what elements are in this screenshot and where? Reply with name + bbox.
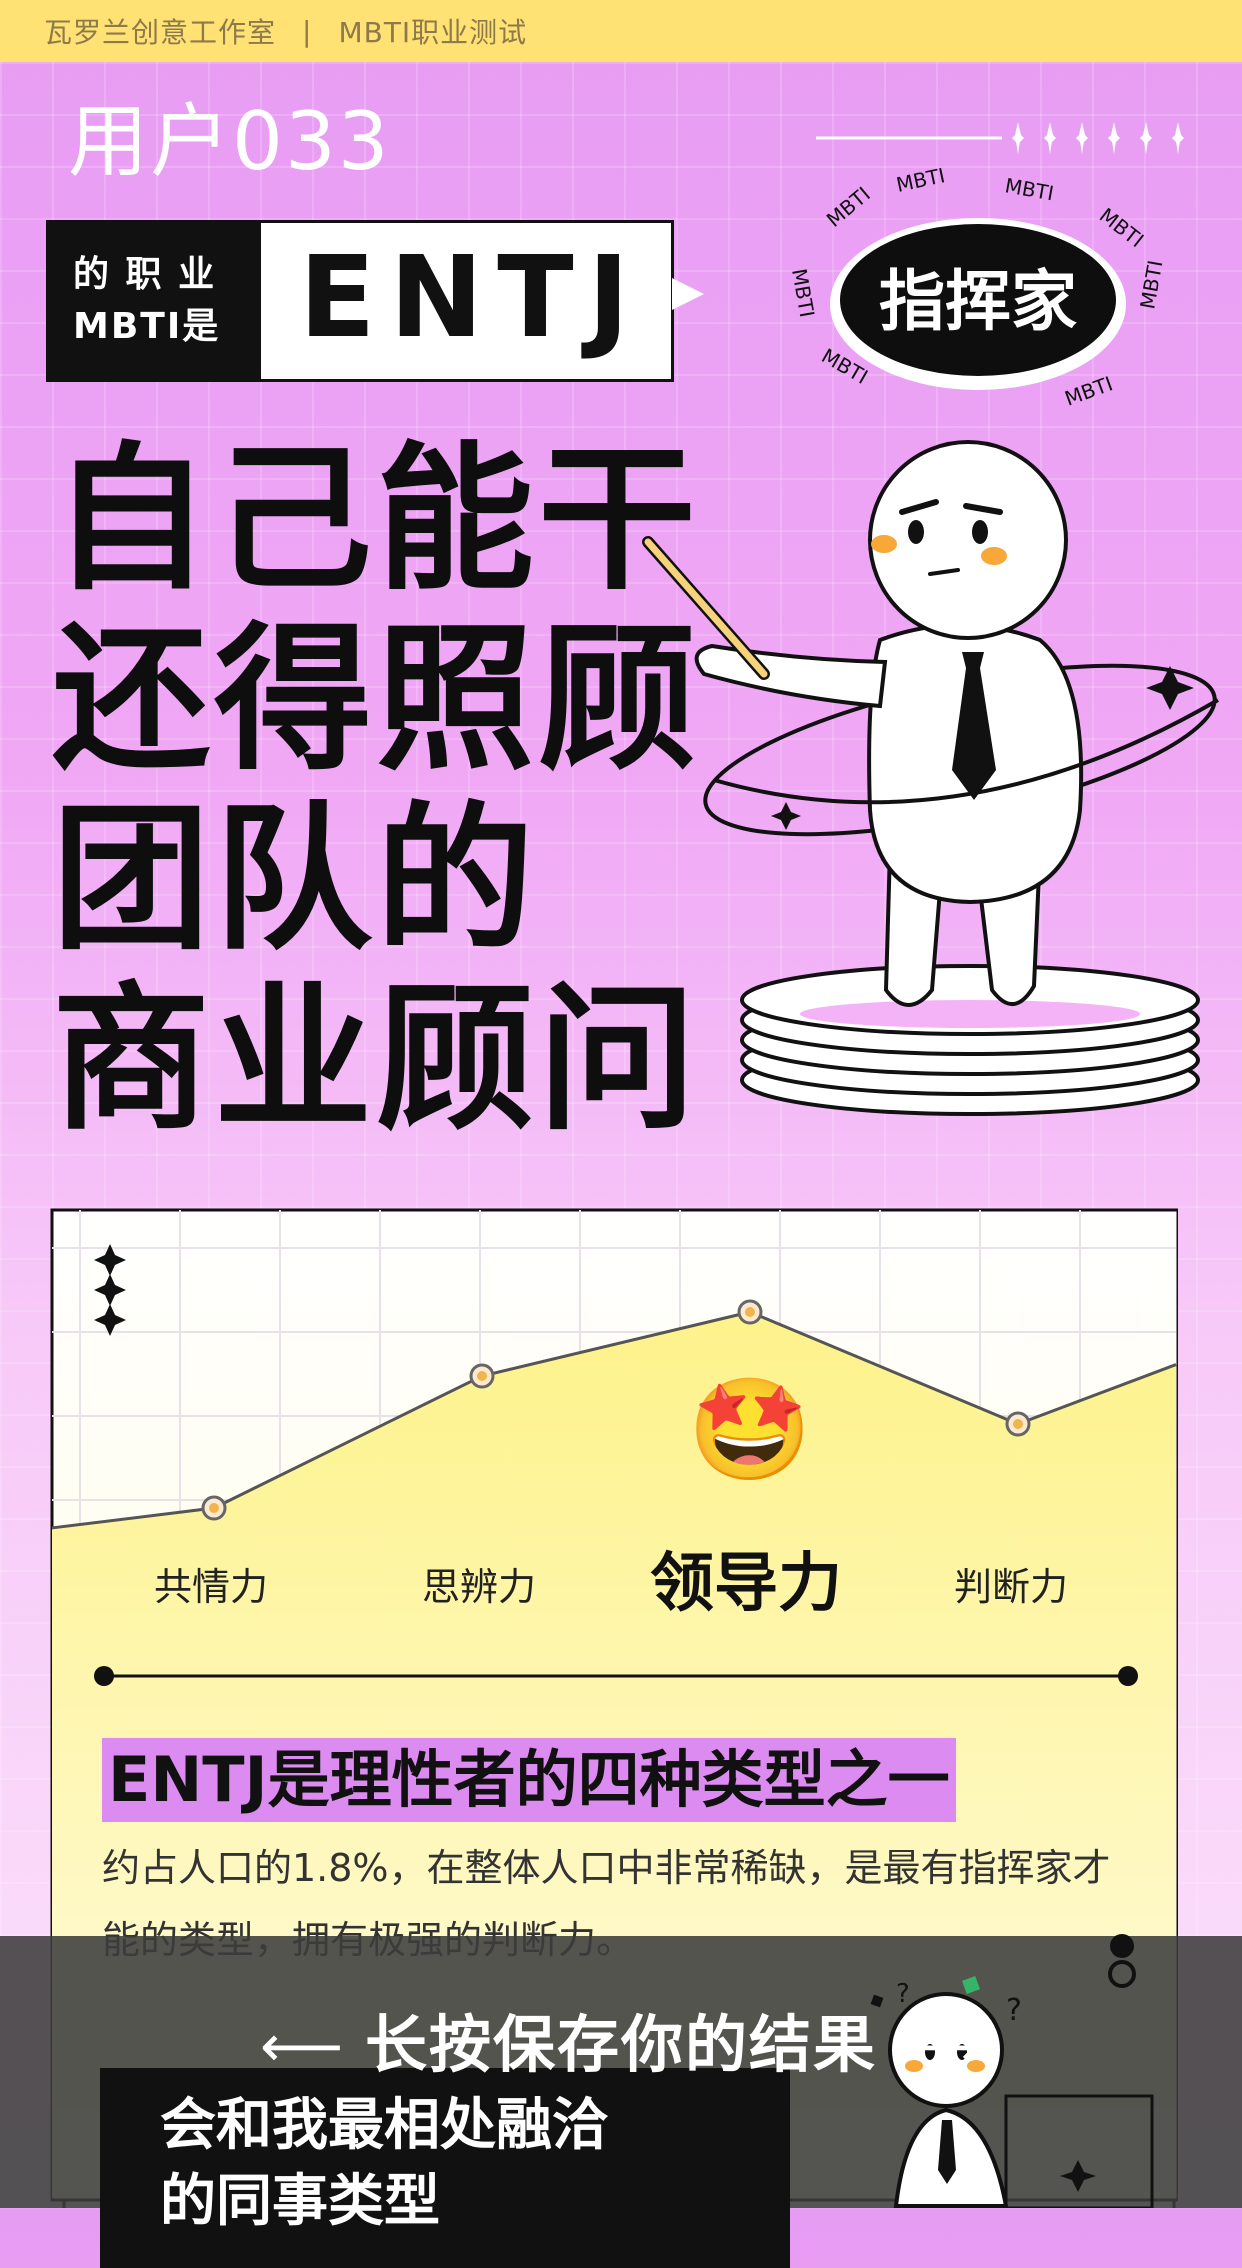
ring-text-5: MBTI (1135, 258, 1167, 311)
top-bar: 瓦罗兰创意工作室 | MBTI职业测试 (0, 0, 1242, 62)
nickname: 指挥家 (879, 263, 1077, 340)
speech-tail (672, 278, 704, 310)
data-point-core-4 (1013, 1419, 1023, 1429)
user-name: 用户033 (68, 95, 391, 188)
next-section-title-line-2: 的同事类型 (160, 2169, 440, 2234)
highlight-emoji: 🤩 (688, 1371, 813, 1488)
data-point-core-3 (745, 1307, 755, 1317)
save-prompt[interactable]: ⟵ 长按保存你的结果 ⟶ (0, 1994, 1242, 2084)
prefix-line-2: MBTI是 (73, 306, 221, 347)
test-name: MBTI职业测试 (338, 16, 528, 49)
overlay-dots (1108, 1934, 1136, 1988)
brand-name: 瓦罗兰创意工作室 (44, 16, 277, 49)
left-arrow-icon: ⟵ (259, 2012, 345, 2080)
nickname-badge: MBTI MBTI MBTI MBTI MBTI MBTI MBTI MBTI … (787, 163, 1167, 410)
summary-title: ENTJ是理性者的四种类型之一 (102, 1738, 956, 1822)
axis-label-reasoning: 思辨力 (422, 1565, 537, 1609)
save-prompt-label: 长按保存你的结果 (364, 2008, 877, 2081)
result-prefix: 的 职 业 MBTI是 (49, 223, 261, 379)
axis-label-leadership-text: 领导力 (650, 1547, 842, 1621)
ring-text-1: MBTI (822, 182, 875, 232)
ring-text-2: MBTI (894, 163, 947, 197)
data-point-core-2 (477, 1371, 487, 1381)
axis-label-judgment: 判断力 (954, 1565, 1069, 1609)
thinking-character: ? ? (870, 1976, 1154, 2208)
mbti-result-box: 的 职 业 MBTI是 ENTJ (46, 220, 674, 382)
sparkle-icon (94, 1244, 126, 1336)
headline-line-1: 自己能干 (52, 428, 700, 612)
headline-line-2: 还得照顾 (52, 608, 700, 792)
prefix-line-1: 的 职 业 (73, 254, 217, 295)
svg-text:?: ? (1006, 1993, 1022, 2028)
header-separator: | (302, 14, 313, 48)
ring-text-3: MBTI (1003, 173, 1056, 205)
next-section-title: 会和我最相处融洽 的同事类型 (160, 2088, 608, 2240)
axis-label-empathy: 共情力 (154, 1565, 269, 1609)
ring-text-4: MBTI (1095, 203, 1148, 252)
svg-text:?: ? (896, 1979, 910, 2009)
right-arrow-icon: ⟶ (897, 2012, 983, 2080)
ring-text-8: MBTI (1062, 371, 1116, 410)
sparkle-line-decoration (816, 122, 1184, 154)
headline-line-3: 团队的 (52, 788, 538, 972)
headline: 自己能干 还得照顾 团队的 商业顾问 (52, 430, 700, 1150)
mbti-type: ENTJ (299, 233, 644, 363)
headline-line-4: 商业顾问 (52, 968, 700, 1152)
data-point-core-1 (209, 1503, 219, 1513)
series-line (51, 1310, 1177, 1530)
axis-label-leadership: 领导力 (650, 1532, 842, 1624)
character-illustration (642, 440, 1220, 1116)
next-section-title-line-1: 会和我最相处融洽 (160, 2093, 608, 2158)
ring-text-6: MBTI (787, 267, 819, 320)
